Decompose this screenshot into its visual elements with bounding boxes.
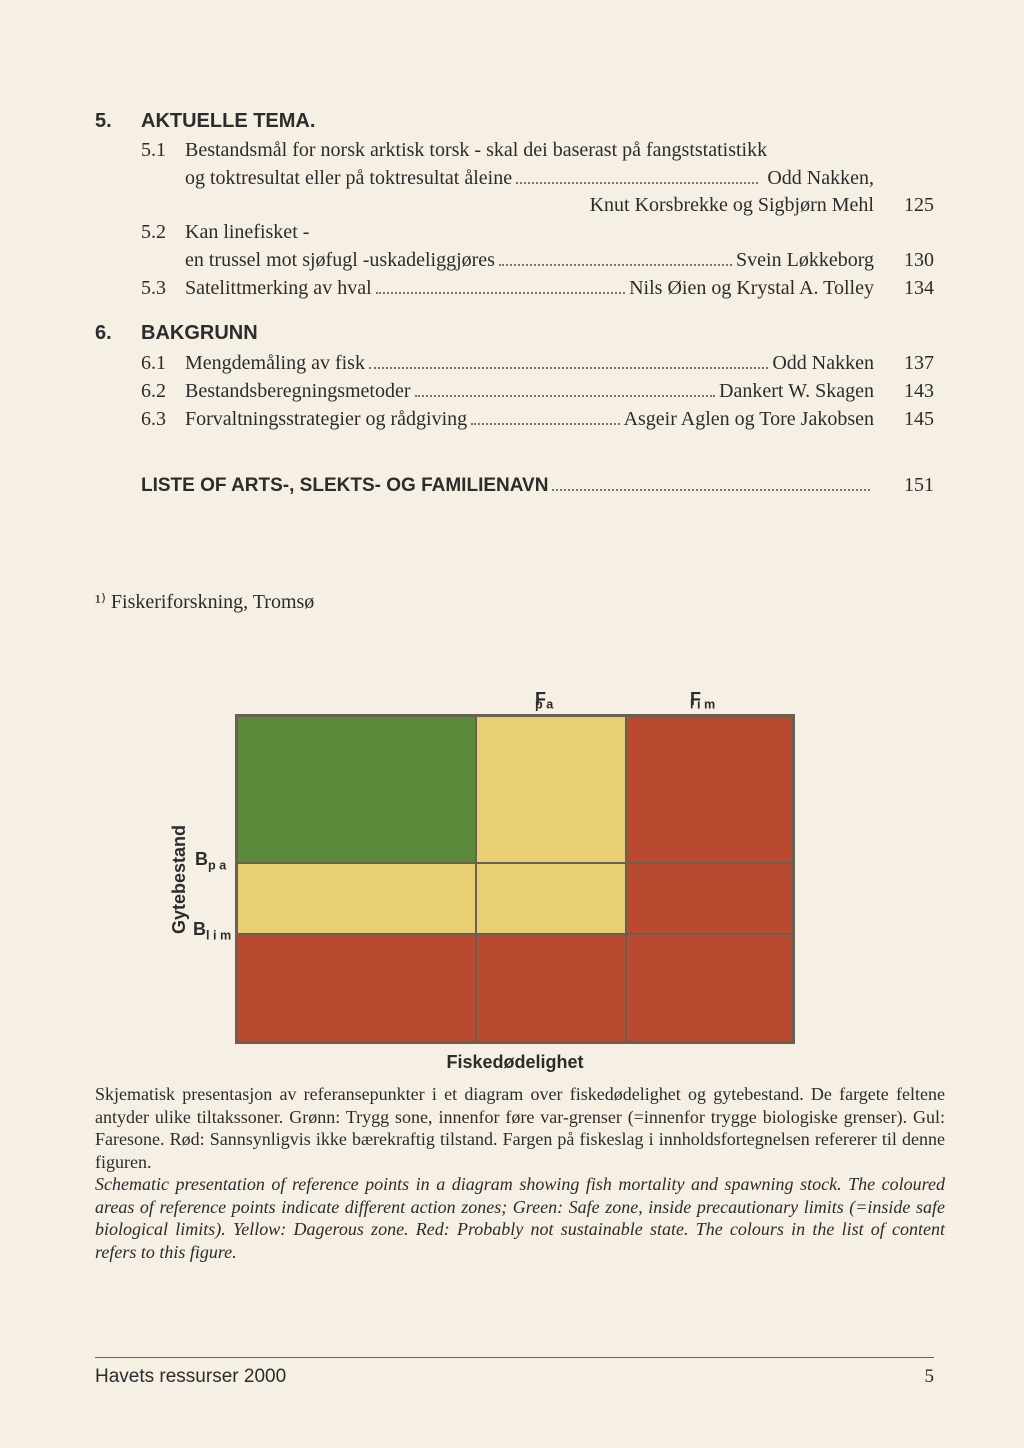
toc-page: 137 [874, 350, 934, 377]
toc-trail: Svein Løkkeborg [736, 247, 874, 274]
toc-trail: Odd Nakken, [762, 165, 874, 192]
footer-page-number: 5 [925, 1366, 935, 1388]
toc-row: 5.1 Bestandsmål for norsk arktisk torsk … [95, 137, 934, 164]
bpa-tick: Bp a [195, 849, 226, 873]
toc-trail: Dankert W. Skagen [719, 378, 874, 405]
toc-page: 134 [874, 275, 934, 302]
toc-row: 5.2 Kan linefisket - [95, 219, 934, 246]
liste-title: LISTE OF ARTS-, SLEKTS- OG FAMILIENAVN [141, 473, 548, 499]
toc-page: 130 [874, 247, 934, 274]
toc-page: 143 [874, 378, 934, 405]
toc-trail: Odd Nakken [772, 350, 874, 377]
toc-sub: 5.2 [141, 219, 185, 246]
toc-text: Bestandsberegningsmetoder [185, 378, 411, 405]
fpa-label: Fp a [535, 688, 553, 712]
liste-page: 151 [874, 472, 934, 499]
toc-sub: 6.3 [141, 406, 185, 433]
toc-text: Mengdemåling av fisk [185, 350, 365, 377]
section-5-title: AKTUELLE TEMA. [141, 110, 315, 133]
section-6-head: 6. BAKGRUNN [95, 322, 934, 345]
toc-text: Forvaltningsstrategier og rådgiving [185, 406, 467, 433]
toc-row: 6.3 Forvaltningsstrategier og rådgiving … [95, 405, 934, 433]
toc-text: og toktresultat eller på toktresultat ål… [185, 165, 512, 192]
toc-text: Kan linefisket - [185, 219, 309, 246]
dot-leader [376, 274, 625, 294]
blim-tick: Bl i m [193, 919, 231, 943]
caption-eng: Schematic presentation of reference poin… [95, 1174, 945, 1262]
toc-trail: Asgeir Aglen og Tore Jakobsen [624, 406, 874, 433]
footnote: ¹⁾ Fiskeriforskning, Tromsø [95, 589, 934, 614]
page: 5. AKTUELLE TEMA. 5.1 Bestandsmål for no… [0, 0, 1024, 1448]
y-axis-label: Gytebestand [165, 714, 195, 1044]
toc-row: Knut Korsbrekke og Sigbjørn Mehl 125 [95, 192, 934, 219]
liste-row: LISTE OF ARTS-, SLEKTS- OG FAMILIENAVN 1… [95, 471, 934, 499]
toc-row: 5.3 Satelittmerking av hval Nils Øien og… [95, 274, 934, 302]
toc-text: Bestandsmål for norsk arktisk torsk - sk… [185, 137, 767, 164]
zone-cell [237, 863, 476, 935]
footer-left: Havets ressurser 2000 [95, 1366, 286, 1388]
toc-text: en trussel mot sjøfugl -uskadeliggjøres [185, 247, 495, 274]
dot-leader [415, 377, 716, 397]
zone-cell [237, 934, 476, 1042]
toc-row: og toktresultat eller på toktresultat ål… [95, 164, 934, 192]
section-6-title: BAKGRUNN [141, 322, 258, 345]
zone-cell [476, 863, 626, 935]
zone-cell [626, 716, 793, 863]
dot-leader [552, 471, 870, 491]
zone-cell [476, 716, 626, 863]
zone-cell [626, 863, 793, 935]
section-5-num: 5. [95, 110, 141, 133]
dot-leader [499, 246, 732, 266]
x-axis-label: Fiskedødelighet [235, 1052, 795, 1073]
zone-cell [237, 716, 476, 863]
toc-row: 6.1 Mengdemåling av fisk Odd Nakken 137 [95, 349, 934, 377]
toc-row: en trussel mot sjøfugl -uskadeliggjøres … [95, 246, 934, 274]
flim-label: Fl i m [690, 688, 715, 712]
zone-cell [476, 934, 626, 1042]
toc-text: Satelittmerking av hval [185, 275, 372, 302]
toc-page: 125 [874, 192, 934, 219]
toc-sub: 6.1 [141, 350, 185, 377]
toc-sub: 6.2 [141, 378, 185, 405]
page-footer: Havets ressurser 2000 5 [95, 1357, 934, 1388]
chart-area: Gytebestand Bp a Bl i m [235, 714, 795, 1044]
toc-sub: 5.3 [141, 275, 185, 302]
toc-row: 6.2 Bestandsberegningsmetoder Dankert W.… [95, 377, 934, 405]
chart-caption: Skjematisk presentasjon av referansepunk… [95, 1083, 945, 1263]
dot-leader [516, 164, 758, 184]
dot-leader [471, 405, 619, 425]
section-6-num: 6. [95, 322, 141, 345]
zone-cell [626, 934, 793, 1042]
caption-nor: Skjematisk presentasjon av referansepunk… [95, 1084, 945, 1172]
toc-page: 145 [874, 406, 934, 433]
toc-trail: Nils Øien og Krystal A. Tolley [629, 275, 874, 302]
toc-text: Knut Korsbrekke og Sigbjørn Mehl [590, 192, 874, 219]
reference-points-chart: Fp a Fl i m Gytebestand Bp a Bl i m Fisk… [165, 684, 825, 1073]
section-5-head: 5. AKTUELLE TEMA. [95, 110, 934, 133]
dot-leader [369, 349, 768, 369]
zone-grid [235, 714, 795, 1044]
toc-sub: 5.1 [141, 137, 185, 164]
